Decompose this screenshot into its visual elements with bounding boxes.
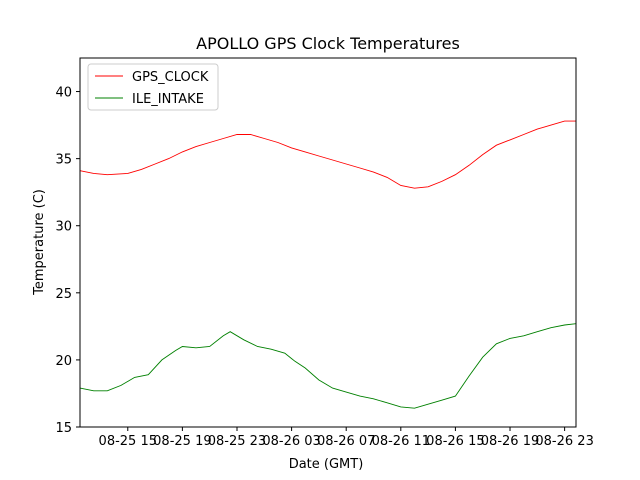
y-axis-ticks: 15 20 25 30 35 40 bbox=[55, 86, 80, 436]
legend-label-gps-clock: GPS_CLOCK bbox=[132, 70, 209, 85]
y-tick-label: 25 bbox=[55, 287, 72, 302]
y-tick-label: 20 bbox=[55, 354, 72, 369]
legend-label-ile-intake: ILE_INTAKE bbox=[132, 92, 204, 107]
series-line-ile-intake bbox=[79, 323, 577, 409]
y-tick-label: 30 bbox=[55, 220, 72, 235]
x-tick-label: 08-26 23 bbox=[535, 434, 593, 449]
legend: GPS_CLOCK ILE_INTAKE bbox=[87, 63, 219, 111]
y-tick-label: 40 bbox=[55, 86, 72, 101]
x-tick-label: 08-25 19 bbox=[153, 434, 211, 449]
x-tick-label: 08-25 23 bbox=[208, 434, 266, 449]
y-tick-label: 15 bbox=[55, 421, 72, 436]
x-tick-label: 08-26 15 bbox=[426, 434, 484, 449]
x-axis-label: Date (GMT) bbox=[289, 457, 364, 472]
x-tick-label: 08-25 15 bbox=[99, 434, 157, 449]
y-tick-label: 35 bbox=[55, 153, 72, 168]
x-tick-label: 08-26 07 bbox=[317, 434, 375, 449]
series-line-gps-clock bbox=[79, 120, 576, 189]
series-layer bbox=[79, 120, 577, 409]
chart-title: APOLLO GPS Clock Temperatures bbox=[196, 34, 460, 53]
x-tick-label: 08-26 19 bbox=[481, 434, 539, 449]
plot-frame bbox=[79, 57, 577, 428]
y-axis-label: Temperature (C) bbox=[32, 189, 47, 296]
x-tick-label: 08-26 11 bbox=[372, 434, 430, 449]
x-tick-label: 08-26 03 bbox=[262, 434, 320, 449]
